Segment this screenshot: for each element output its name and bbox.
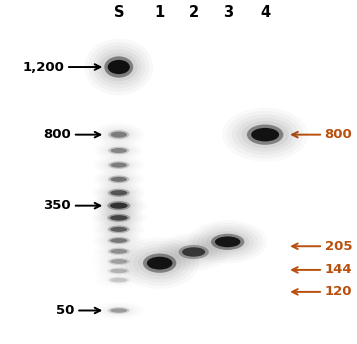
Text: 120: 120 [325, 286, 352, 298]
Ellipse shape [108, 161, 129, 169]
Ellipse shape [111, 177, 127, 182]
Ellipse shape [110, 190, 127, 195]
Ellipse shape [110, 249, 127, 254]
Text: 144: 144 [325, 264, 352, 277]
Ellipse shape [142, 254, 177, 273]
Ellipse shape [108, 248, 130, 255]
Ellipse shape [108, 258, 130, 265]
Text: 1: 1 [155, 5, 165, 20]
Text: 800: 800 [325, 128, 352, 141]
Text: 1,200: 1,200 [22, 61, 64, 74]
Ellipse shape [111, 148, 127, 153]
Text: 4: 4 [260, 5, 270, 20]
Ellipse shape [182, 247, 205, 257]
Ellipse shape [111, 163, 127, 168]
Ellipse shape [107, 201, 131, 210]
Ellipse shape [251, 128, 279, 141]
Ellipse shape [247, 125, 283, 145]
Ellipse shape [108, 60, 130, 74]
Ellipse shape [110, 259, 127, 264]
Ellipse shape [107, 214, 130, 222]
Ellipse shape [211, 234, 245, 250]
Ellipse shape [104, 56, 134, 78]
Ellipse shape [110, 227, 127, 232]
Ellipse shape [111, 132, 127, 138]
Ellipse shape [211, 234, 244, 250]
Ellipse shape [108, 268, 130, 274]
Ellipse shape [110, 269, 127, 273]
Ellipse shape [107, 201, 130, 210]
Ellipse shape [100, 53, 137, 81]
Ellipse shape [143, 254, 176, 273]
Ellipse shape [108, 189, 130, 197]
Text: 3: 3 [223, 5, 233, 20]
Ellipse shape [108, 130, 129, 139]
Ellipse shape [147, 257, 172, 270]
Ellipse shape [110, 203, 128, 209]
Ellipse shape [110, 278, 127, 282]
Ellipse shape [110, 308, 127, 313]
Text: 205: 205 [325, 240, 352, 253]
Text: 50: 50 [56, 304, 75, 317]
Text: 800: 800 [44, 128, 71, 141]
Ellipse shape [215, 236, 241, 247]
Ellipse shape [178, 245, 209, 259]
Ellipse shape [104, 56, 133, 78]
Ellipse shape [110, 238, 127, 243]
Ellipse shape [108, 307, 130, 314]
Ellipse shape [108, 226, 130, 233]
Ellipse shape [178, 245, 209, 259]
Ellipse shape [246, 125, 284, 145]
Ellipse shape [108, 277, 130, 283]
Text: 2: 2 [188, 5, 199, 20]
Text: 350: 350 [44, 199, 71, 212]
Ellipse shape [110, 215, 128, 221]
Ellipse shape [108, 175, 129, 183]
Ellipse shape [108, 237, 130, 244]
Ellipse shape [108, 147, 129, 154]
Text: S: S [114, 5, 124, 20]
